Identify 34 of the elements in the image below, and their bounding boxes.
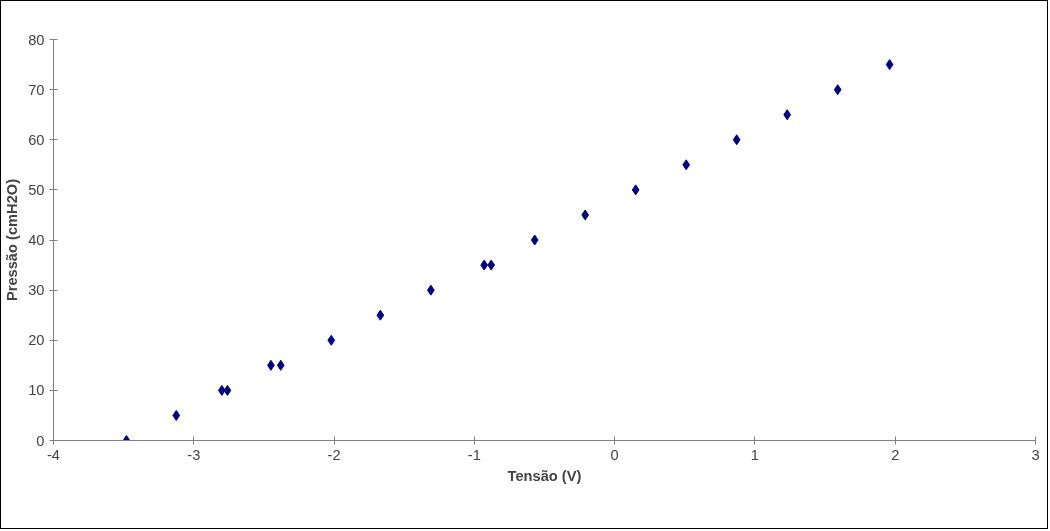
point (223, 384, 232, 396)
x-tick-label: -2 (327, 446, 341, 463)
point (631, 184, 640, 196)
point (732, 134, 741, 146)
point (276, 359, 285, 371)
x-tick-label: 3 (1031, 446, 1040, 463)
y-tick-label: 70 (28, 81, 45, 98)
point (487, 259, 496, 271)
y-tick-label: 20 (28, 332, 45, 349)
point (581, 209, 590, 221)
point (530, 234, 539, 246)
point (480, 259, 489, 271)
y-tick-label: 30 (28, 282, 45, 299)
x-tick-label: -1 (467, 446, 481, 463)
y-tick-label: 40 (28, 232, 45, 248)
x-tick-label: 0 (610, 446, 619, 463)
y-tick-label: 10 (28, 382, 45, 399)
x-tick-label: 2 (891, 446, 900, 463)
y-tick-label: 0 (36, 432, 45, 449)
y-tick-label: 60 (28, 131, 45, 148)
point (783, 109, 792, 121)
x-tick-label: -4 (46, 446, 61, 463)
point (833, 84, 842, 96)
point (172, 409, 181, 421)
x-tick-label: -3 (187, 446, 201, 463)
y-axis-title: Pressão (cmH2O) (4, 178, 21, 302)
point (682, 159, 691, 171)
point (885, 59, 894, 71)
point (327, 334, 336, 346)
y-tick-label: 80 (28, 31, 45, 48)
x-axis-title: Tensão (V) (507, 467, 582, 484)
x-tick-label: 1 (750, 446, 760, 463)
point (376, 309, 385, 321)
y-tick-label: 50 (28, 181, 45, 198)
